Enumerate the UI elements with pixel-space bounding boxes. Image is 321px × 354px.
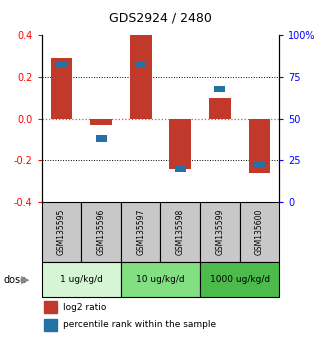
Bar (90, 119, 112, 125)
Text: GSM135597: GSM135597 (136, 209, 145, 255)
Bar (160, 202, 200, 262)
Text: GSM135599: GSM135599 (215, 209, 224, 255)
Bar (56, 61, 67, 67)
Bar (200, 262, 279, 297)
Bar (200, 202, 240, 262)
Bar (240, 202, 279, 262)
Bar (81, 202, 121, 262)
Text: 1 ug/kg/d: 1 ug/kg/d (60, 275, 103, 284)
Text: 1000 ug/kg/d: 1000 ug/kg/d (210, 275, 270, 284)
Text: GSM135600: GSM135600 (255, 209, 264, 255)
Bar (44, 319, 57, 331)
Text: ▶: ▶ (21, 275, 29, 285)
Text: percentile rank within the sample: percentile rank within the sample (63, 320, 216, 330)
Bar (254, 162, 265, 168)
Bar (42, 262, 121, 297)
Text: GSM135596: GSM135596 (97, 209, 106, 255)
Bar (169, 119, 191, 169)
Bar (209, 98, 231, 119)
Text: GDS2924 / 2480: GDS2924 / 2480 (109, 12, 212, 25)
Text: 10 ug/kg/d: 10 ug/kg/d (136, 275, 185, 284)
Bar (42, 202, 81, 262)
Bar (135, 61, 146, 67)
Bar (121, 202, 160, 262)
Text: GSM135598: GSM135598 (176, 209, 185, 255)
Text: dose: dose (3, 275, 26, 285)
Text: GSM135595: GSM135595 (57, 209, 66, 255)
Bar (214, 86, 225, 92)
Bar (121, 262, 200, 297)
Bar (248, 119, 270, 173)
Bar (175, 165, 186, 172)
Bar (130, 35, 152, 119)
Bar (44, 301, 57, 313)
Bar (96, 136, 107, 142)
Text: log2 ratio: log2 ratio (63, 303, 107, 312)
Bar (51, 58, 73, 119)
